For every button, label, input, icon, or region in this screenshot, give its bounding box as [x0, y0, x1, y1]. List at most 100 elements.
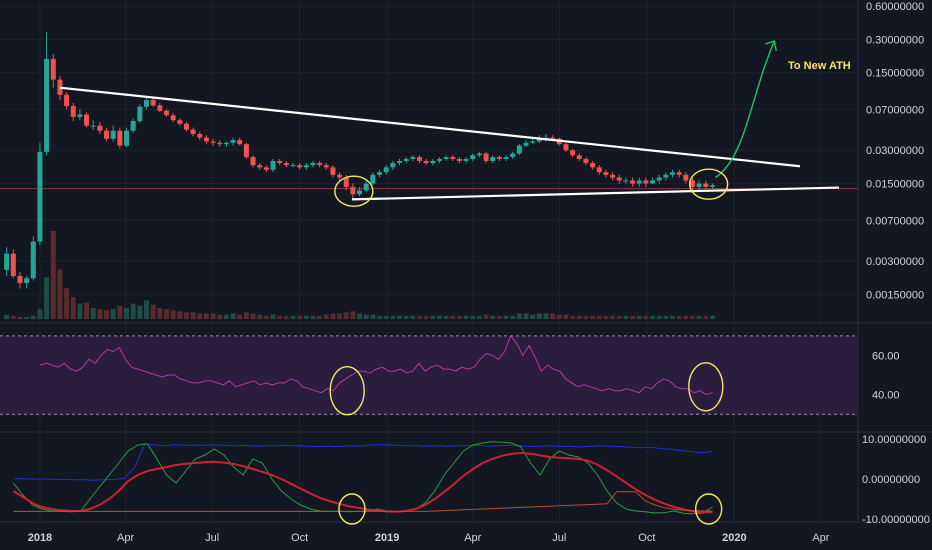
volume-bar [543, 313, 549, 319]
volume-bar [197, 313, 203, 319]
volume-bar [436, 315, 442, 319]
volume-bar [263, 315, 269, 319]
volume-bar [137, 305, 143, 319]
volume-bar [277, 315, 283, 319]
volume-bar [190, 312, 196, 319]
volume-bar [463, 315, 469, 319]
candle-body [44, 58, 50, 152]
candle-body [603, 172, 609, 175]
candle-body [64, 94, 70, 107]
candle-body [450, 157, 456, 159]
volume-bar [590, 315, 596, 319]
candle-body [423, 160, 429, 163]
volume-bar [630, 315, 636, 319]
volume-bar [183, 312, 189, 319]
volume-bar [570, 315, 576, 319]
trendline [351, 186, 840, 201]
volume-bar [64, 288, 70, 319]
candle-body [696, 183, 702, 187]
highlight-ellipse [338, 493, 366, 525]
volume-bar [30, 315, 36, 319]
volume-bar [530, 314, 536, 319]
volume-bar [370, 314, 376, 319]
volume-bar [210, 313, 216, 319]
candle-body [470, 155, 476, 159]
volume-bar [383, 315, 389, 319]
candle-body [70, 106, 76, 117]
time-tick-label: 2019 [375, 532, 399, 544]
volume-bar [104, 310, 110, 319]
candle-body [104, 130, 110, 139]
volume-bar [110, 309, 116, 319]
oscillator-tick-label: 0.00000000 [862, 474, 920, 486]
candle-body [84, 114, 90, 126]
candle-body [190, 129, 196, 135]
candle-body [550, 137, 556, 139]
candle-body [223, 142, 229, 145]
candle-body [650, 180, 656, 184]
volume-bar [523, 313, 529, 319]
price-tick-label: 0.03000000 [866, 145, 924, 157]
candle-body [177, 120, 183, 124]
candle-body [250, 157, 256, 166]
candle-body [97, 125, 103, 131]
volume-bar [603, 315, 609, 319]
volume-bar [90, 308, 96, 319]
price-tick-label: 0.00700000 [866, 215, 924, 227]
candle-body [217, 142, 223, 145]
candle-body [337, 174, 343, 178]
candle-body [410, 157, 416, 159]
volume-bar [636, 315, 642, 319]
volume-bar [623, 315, 629, 319]
volume-bar [443, 315, 449, 319]
time-tick-label: 2018 [28, 532, 52, 544]
volume-bar [157, 308, 163, 319]
rsi-line [39, 334, 713, 396]
projection-arrowhead [765, 40, 777, 52]
candle-body [363, 183, 369, 191]
highlight-ellipse [694, 493, 723, 525]
rsi-tick-label: 60.00 [872, 350, 900, 362]
projection-arrow [714, 40, 775, 179]
candle-body [570, 150, 576, 156]
candle-body [257, 165, 263, 168]
volume-bar [416, 315, 422, 319]
rsi-band-fill [0, 335, 858, 415]
candle-body [90, 125, 96, 127]
candle-body [283, 162, 289, 166]
volume-bar [516, 313, 522, 319]
candle-body [670, 172, 676, 175]
volume-bar [490, 315, 496, 319]
volume-bar [150, 304, 156, 319]
volume-bar [143, 300, 149, 319]
volume-bar [390, 315, 396, 319]
volume-bar [503, 315, 509, 319]
candle-body [37, 151, 43, 242]
volume-bar [297, 315, 303, 319]
volume-bar [643, 315, 649, 319]
trendline [59, 86, 801, 168]
volume-bar [350, 311, 356, 319]
candle-body [689, 180, 695, 187]
volume-bar [709, 315, 715, 319]
volume-bar [423, 315, 429, 319]
candle-body [130, 121, 136, 131]
candle-body [403, 158, 409, 161]
volume-bar [536, 313, 542, 319]
candle-body [157, 105, 163, 111]
volume-bar [450, 315, 456, 319]
candle-body [10, 253, 16, 276]
volume-bar [70, 297, 76, 319]
volume-bar [403, 315, 409, 319]
candle-body [163, 110, 169, 116]
volume-bar [84, 302, 90, 319]
volume-bar [217, 314, 223, 319]
volume-bar [317, 315, 323, 319]
time-tick-label: Apr [117, 532, 134, 544]
volume-bar [57, 269, 63, 319]
candle-body [270, 160, 276, 170]
candle-body [656, 177, 662, 181]
volume-bar [203, 313, 209, 319]
oscillator-tick-label: -10.00000000 [862, 514, 930, 526]
